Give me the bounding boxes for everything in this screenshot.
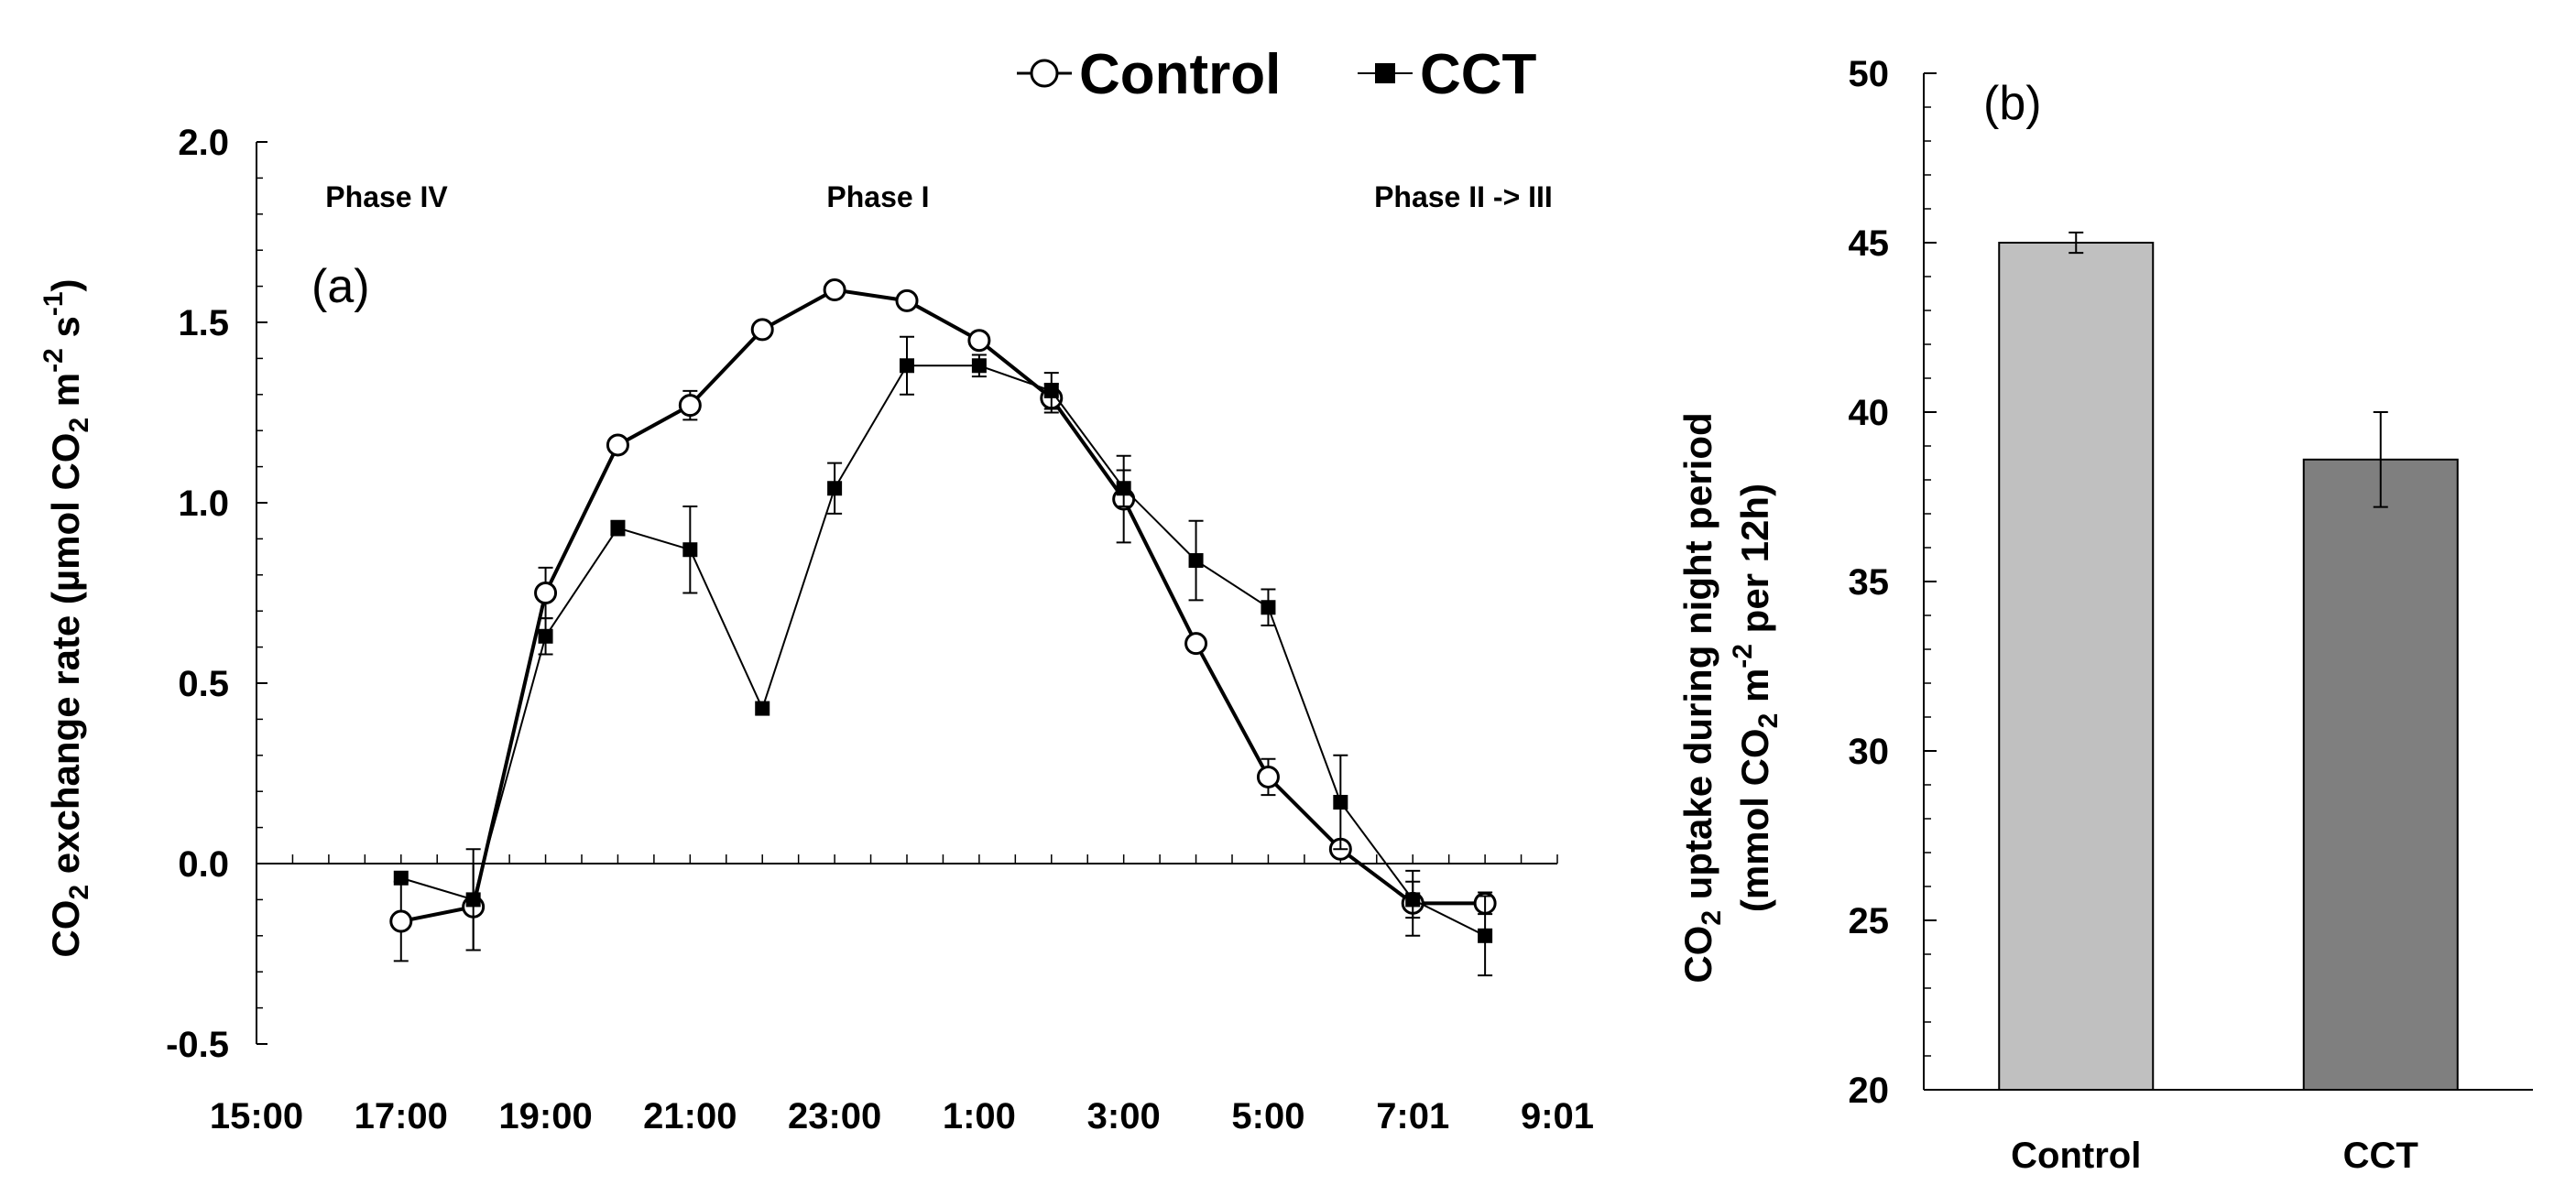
data-point	[827, 481, 843, 496]
data-point	[1188, 553, 1204, 569]
legend-marker	[1030, 59, 1059, 88]
panel-label-a: (a)	[311, 260, 370, 313]
x-tick-label: 7:01	[1376, 1096, 1449, 1136]
data-point	[610, 520, 626, 536]
bars-group: Control CCT	[1998, 231, 2459, 1176]
bar-control	[1998, 242, 2155, 1091]
legend-item-control: Control	[1017, 43, 1281, 106]
phase-label: Phase I	[826, 180, 929, 213]
phase-label: Phase IV	[325, 180, 448, 213]
data-point	[1478, 928, 1493, 943]
x-tick-label: 19:00	[498, 1096, 592, 1136]
phase-annotations: Phase IV Phase I Phase II -> III	[325, 180, 1553, 213]
series-cct	[393, 335, 1493, 977]
y-tick-label: 35	[1849, 562, 1890, 603]
y-tick-label: 2.0	[178, 123, 229, 163]
data-point	[389, 909, 413, 933]
bar-cct	[2302, 458, 2459, 1091]
data-point	[682, 542, 698, 558]
data-point	[1116, 481, 1131, 496]
data-point	[1184, 632, 1208, 656]
data-point	[1256, 765, 1280, 788]
y-tick-label: -0.5	[166, 1025, 229, 1065]
category-label: Control	[2011, 1136, 2141, 1176]
legend: Control CCT	[1017, 43, 1537, 106]
axes: 2.0 1.5 1.0 0.5 0.0 -0.5 15:00 17:00 19:00 21:00 2…	[166, 123, 1594, 1136]
x-tick-label: 21:00	[643, 1096, 737, 1136]
x-tick-label: 15:00	[210, 1096, 303, 1136]
data-point	[971, 358, 987, 374]
data-point	[393, 870, 409, 886]
x-tick-label: 1:00	[943, 1096, 1016, 1136]
y-tick-label: 1.5	[178, 303, 229, 343]
bar-chart-panel: CO2 uptake during night period (mmol CO2…	[1676, 54, 2533, 1176]
y-axis-label-line1: CO2 uptake during night period	[1676, 412, 1727, 983]
y-tick-label: 0.0	[178, 844, 229, 885]
y-tick-label: 50	[1849, 54, 1890, 94]
series-line	[400, 364, 1486, 937]
data-point	[1261, 600, 1276, 615]
y-tick-label: 45	[1849, 223, 1890, 264]
x-tick-label: 5:00	[1231, 1096, 1304, 1136]
y-tick-label: 40	[1849, 393, 1890, 433]
legend-item-cct: CCT	[1358, 43, 1537, 106]
series-line	[400, 288, 1486, 924]
y-axis-label-line2: (mmol CO2 m-2 per 12h)	[1728, 484, 1784, 912]
legend-label: Control	[1079, 43, 1281, 106]
y-tick-label: 30	[1849, 732, 1890, 772]
data-point	[895, 288, 919, 312]
x-tick-label: 23:00	[788, 1096, 881, 1136]
legend-marker	[1375, 63, 1395, 83]
y-tick-label: 1.0	[178, 484, 229, 524]
data-point	[1405, 892, 1421, 908]
y-tick-label: 20	[1849, 1071, 1890, 1111]
data-point	[678, 394, 702, 418]
phase-label: Phase II -> III	[1374, 180, 1553, 213]
y-axis-label: CO2 exchange rate (µmol CO2 m-2 s-1)	[38, 278, 94, 957]
panel-label-b: (b)	[1983, 77, 2042, 130]
data-point	[1333, 795, 1348, 810]
data-point	[606, 433, 629, 457]
data-point	[755, 701, 770, 716]
legend-label: CCT	[1420, 43, 1537, 106]
data-point	[538, 628, 553, 644]
data-point	[465, 892, 481, 908]
series-group	[389, 278, 1497, 977]
data-point	[967, 329, 991, 353]
x-tick-label: 3:00	[1087, 1096, 1161, 1136]
line-chart-panel: CO2 exchange rate (µmol CO2 m-2 s-1) (a)…	[38, 43, 1594, 1136]
category-label: CCT	[2343, 1136, 2418, 1176]
y-tick-label: 25	[1849, 901, 1890, 941]
data-point	[1043, 383, 1059, 398]
data-point	[750, 318, 774, 342]
y-tick-label: 0.5	[178, 664, 229, 704]
x-tick-label: 9:01	[1521, 1096, 1594, 1136]
data-point	[900, 358, 914, 374]
data-point	[534, 582, 558, 604]
x-tick-label: 17:00	[355, 1096, 448, 1136]
data-point	[823, 278, 846, 302]
